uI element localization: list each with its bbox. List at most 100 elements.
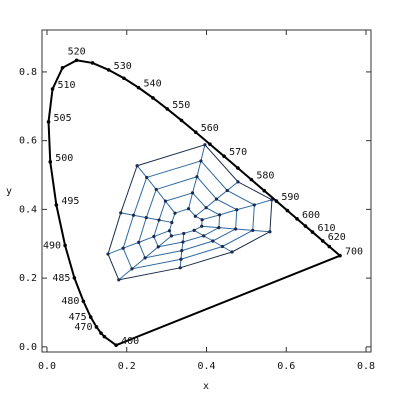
locus-point	[54, 203, 59, 207]
wavelength-label: 550	[172, 100, 190, 111]
web-point	[178, 266, 182, 270]
locus-point	[285, 208, 290, 213]
wavelength-label: 620	[328, 232, 346, 243]
web-point	[200, 218, 204, 222]
web-point	[182, 231, 186, 236]
web-point	[152, 234, 156, 239]
locus-point	[46, 120, 51, 124]
web-point	[211, 239, 215, 243]
web-point	[251, 228, 255, 232]
wavelength-label: 530	[114, 61, 132, 72]
locus-point	[114, 343, 118, 347]
locus-point	[74, 58, 79, 63]
web-point	[235, 208, 239, 212]
locus-point	[122, 76, 126, 81]
locus-point	[222, 154, 226, 159]
locus-point	[88, 315, 93, 319]
locus-point	[90, 61, 95, 65]
web-point	[173, 211, 177, 215]
web-point	[193, 214, 197, 218]
locus-point	[338, 253, 342, 258]
web-point	[195, 175, 199, 179]
x-tick-label: 0.8	[357, 361, 375, 372]
web-point	[135, 164, 139, 168]
locus-point	[63, 243, 67, 248]
plot-frame	[41, 29, 372, 353]
wavelength-label: 485	[52, 273, 70, 284]
locus-point	[165, 107, 170, 111]
x-tick-label: 0.4	[197, 361, 215, 372]
web-point	[154, 187, 158, 192]
web-point	[163, 199, 168, 203]
locus-point	[60, 66, 65, 70]
locus-point	[303, 224, 308, 228]
web-point	[192, 228, 196, 232]
locus-point	[48, 160, 53, 164]
locus-point	[274, 199, 279, 203]
web-point	[130, 267, 134, 271]
locus-point	[151, 96, 155, 100]
locus-point	[102, 334, 107, 339]
locus-point	[208, 142, 212, 147]
y-axis-label: y	[6, 186, 12, 197]
web-point	[145, 175, 149, 180]
web-point	[156, 245, 160, 249]
web-point	[167, 229, 172, 233]
locus-point	[320, 239, 325, 243]
x-tick-label: 0.0	[38, 361, 56, 372]
web-point	[214, 197, 219, 201]
wavelength-label: 470	[74, 322, 92, 333]
web-point	[181, 240, 185, 244]
wavelength-label: 500	[55, 153, 73, 164]
web-point	[131, 213, 136, 217]
wavelength-label: 400	[121, 336, 139, 347]
web-point	[190, 191, 195, 195]
wavelength-label: 570	[229, 147, 247, 158]
web-point	[218, 213, 222, 217]
web-point	[137, 240, 141, 244]
web-point	[204, 206, 208, 210]
web-point	[230, 250, 234, 254]
web-point	[252, 203, 256, 207]
locus-point	[249, 177, 254, 182]
y-tick-label: 0.2	[19, 273, 37, 284]
locus-point	[50, 87, 55, 91]
locus-point	[99, 331, 103, 335]
x-tick-label: 0.6	[277, 361, 295, 372]
wavelength-label: 540	[144, 79, 162, 90]
web-point	[236, 180, 240, 184]
locus-point	[94, 325, 99, 329]
web-ring	[107, 144, 273, 281]
wavelength-label: 510	[58, 80, 76, 91]
web-point	[179, 257, 183, 261]
locus-point	[179, 118, 184, 123]
locus-point	[310, 230, 315, 234]
web-point	[200, 224, 204, 228]
wavelength-label: 590	[281, 192, 299, 203]
web-point	[199, 159, 203, 163]
locus-point	[327, 244, 332, 249]
web-point	[180, 249, 184, 253]
web-point	[220, 244, 225, 249]
web-point	[170, 220, 174, 225]
wavelength-label: 475	[69, 312, 87, 323]
wavelength-label: 490	[43, 240, 61, 251]
web-point	[217, 225, 221, 230]
wavelength-label: 560	[201, 123, 219, 134]
locus-point	[193, 130, 198, 135]
locus-point	[106, 68, 111, 72]
web-point	[234, 227, 238, 231]
web-point	[106, 252, 110, 256]
y-tick-label: 0.4	[19, 204, 37, 215]
web-point	[225, 188, 229, 193]
wavelength-label: 505	[54, 113, 72, 124]
y-tick-label: 0.0	[19, 342, 37, 353]
y-tick-label: 0.6	[19, 136, 37, 147]
locus-point	[136, 85, 141, 90]
web-point	[203, 143, 207, 147]
wavelength-label: 480	[61, 296, 79, 307]
web-point	[119, 211, 123, 215]
web-point	[268, 230, 272, 234]
